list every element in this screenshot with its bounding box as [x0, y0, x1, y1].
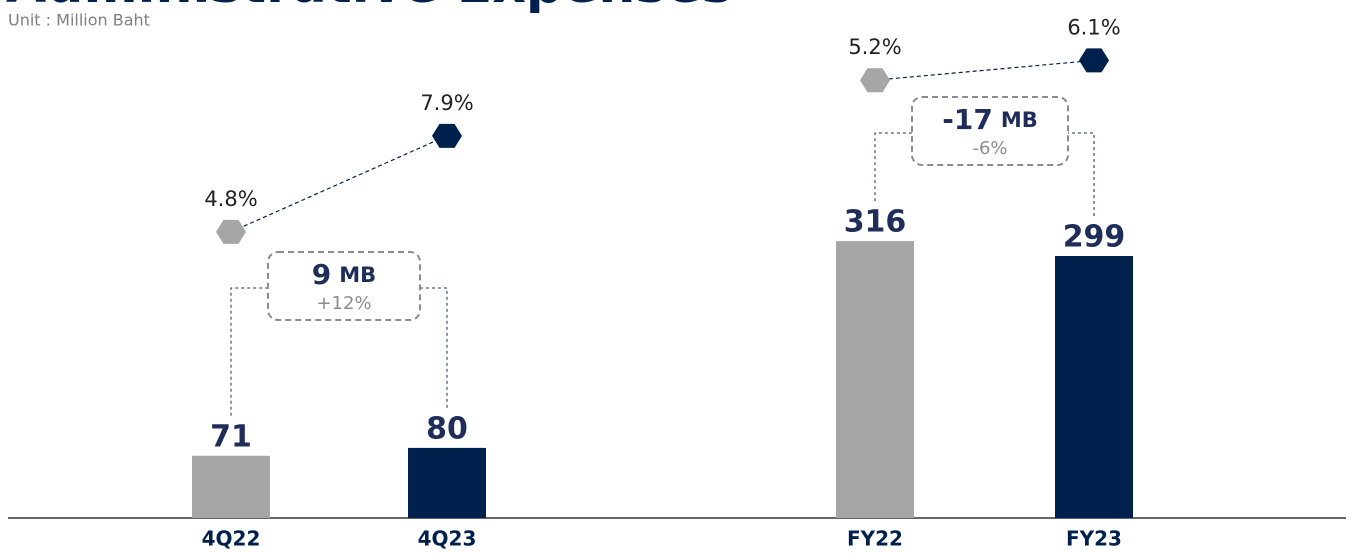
- change-box: [267, 251, 421, 321]
- connector: [230, 287, 268, 416]
- bar: [408, 447, 486, 518]
- chart-subtitle: Unit : Million Baht: [8, 11, 150, 30]
- change-unit: MB: [339, 263, 376, 287]
- bar: [836, 241, 914, 518]
- x-tick-label: 4Q23: [418, 527, 477, 551]
- ratio-marker: [216, 219, 246, 244]
- ratio-label: 6.1%: [1067, 15, 1120, 39]
- connector: [420, 287, 448, 408]
- ratio-label: 4.8%: [204, 187, 257, 211]
- bar-value-label: 299: [1063, 219, 1126, 254]
- change-box: [911, 96, 1069, 166]
- bar: [192, 455, 270, 518]
- chart-title: Administrative Expenses: [6, 0, 733, 15]
- ratio-line: [230, 135, 448, 233]
- change-amount: -17: [942, 103, 993, 136]
- change-pct: +12%: [316, 293, 371, 314]
- ratio-marker: [1079, 48, 1109, 73]
- connector: [1068, 132, 1095, 216]
- change-value: -17 MB: [942, 103, 1038, 136]
- x-tick-label: FY23: [1066, 527, 1122, 551]
- ratio-line: [874, 59, 1095, 81]
- change-value: 9 MB: [312, 258, 376, 291]
- ratio-marker: [860, 68, 890, 93]
- x-tick-label: FY22: [847, 527, 903, 551]
- bar-value-label: 316: [844, 205, 907, 240]
- bar-value-label: 71: [210, 419, 252, 454]
- connector: [874, 132, 912, 202]
- ratio-label: 5.2%: [848, 35, 901, 59]
- change-unit: MB: [1001, 108, 1038, 132]
- ratio-marker: [432, 123, 462, 148]
- ratio-label: 7.9%: [420, 91, 473, 115]
- change-amount: 9: [312, 258, 331, 291]
- bar-value-label: 80: [426, 411, 468, 446]
- bar: [1055, 255, 1133, 518]
- change-pct: -6%: [972, 138, 1007, 159]
- x-tick-label: 4Q22: [202, 527, 261, 551]
